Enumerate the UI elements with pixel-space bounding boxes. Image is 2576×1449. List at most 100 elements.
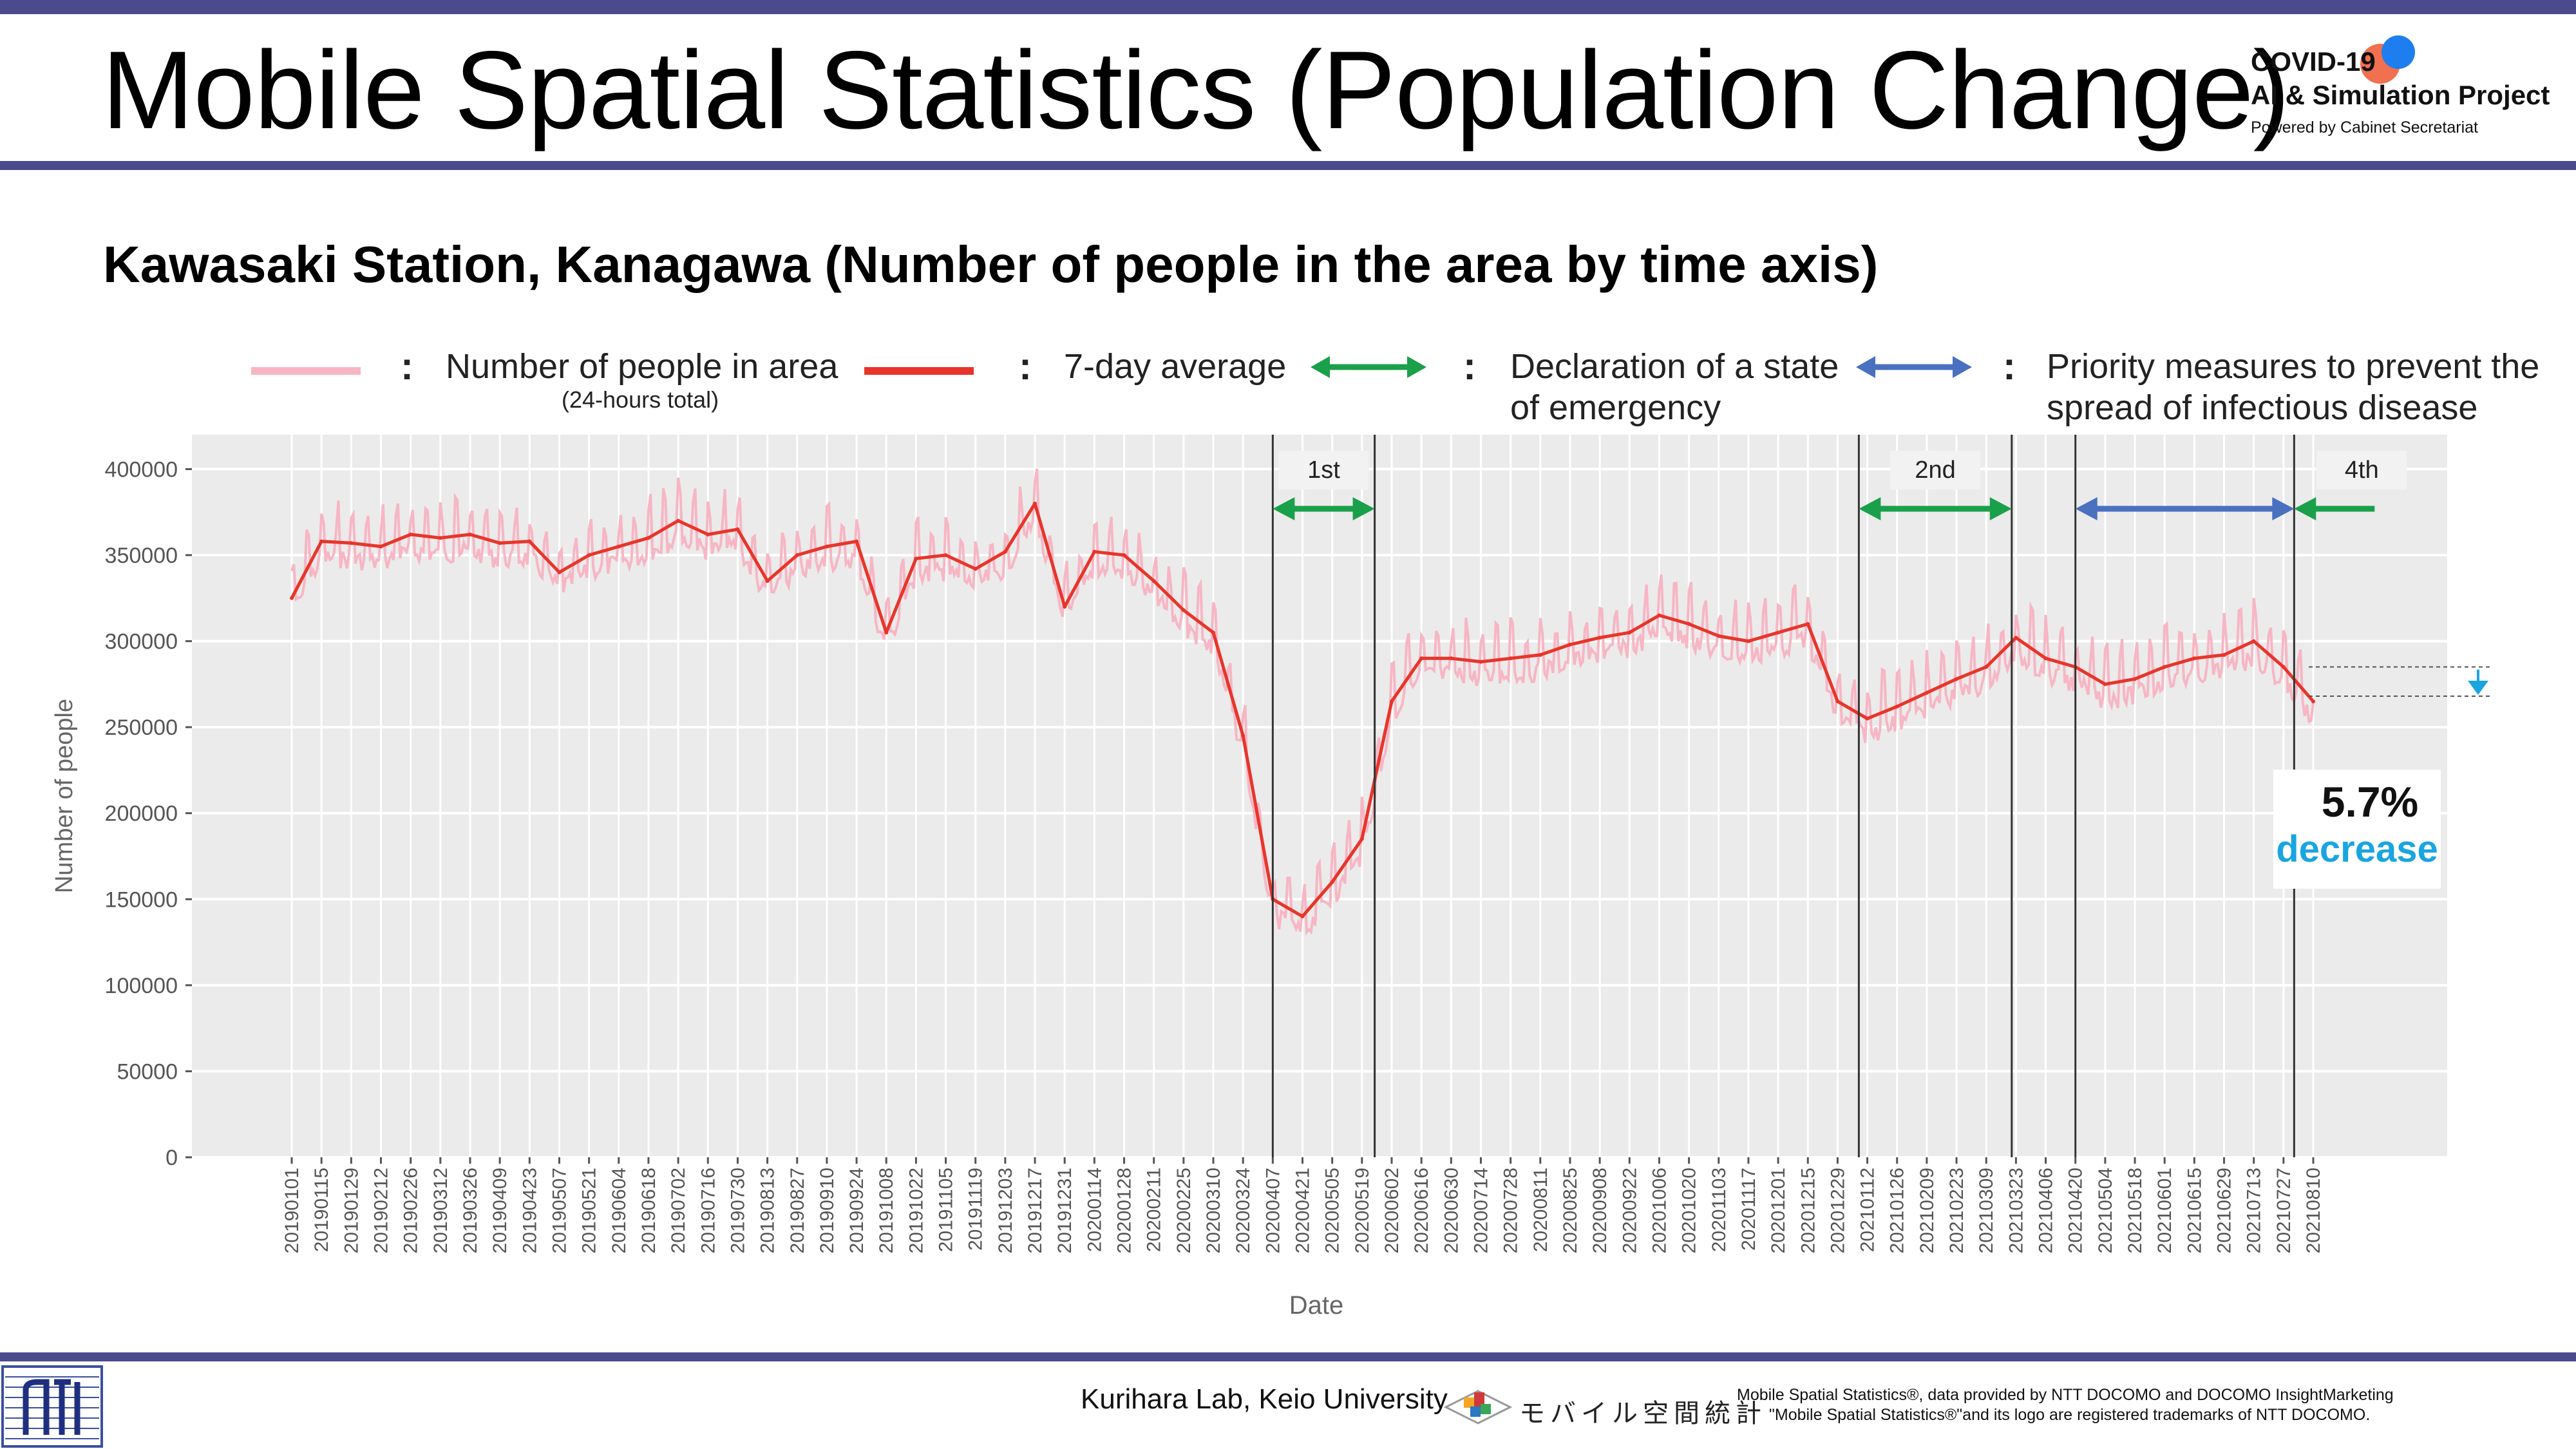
legend-label-emergency-1: Declaration of a state: [1510, 347, 1839, 386]
period-label-box: [2316, 451, 2407, 489]
average-point: [2103, 682, 2107, 687]
average-point: [616, 544, 621, 549]
x-tick-label: 20190312: [430, 1168, 451, 1253]
x-tick-label: 20200728: [1501, 1168, 1522, 1253]
decrease-value: 5.7%: [2322, 778, 2418, 826]
x-tick-label: 20200421: [1293, 1168, 1314, 1253]
x-tick-label: 20210713: [2244, 1168, 2265, 1253]
x-tick-label: 20190101: [281, 1168, 303, 1253]
x-tick-label: 20190604: [609, 1168, 630, 1253]
period-label-4th: 4th: [2345, 457, 2379, 484]
period-label-box: [1278, 451, 1369, 489]
average-point: [2281, 665, 2286, 669]
x-tick-label: 20200114: [1084, 1168, 1105, 1252]
legend-arrow-emergency: [1311, 356, 1426, 378]
average-point: [765, 579, 770, 583]
x-tick-label: 20200128: [1114, 1168, 1135, 1253]
average-point: [1984, 665, 1989, 669]
average-point: [1895, 705, 1899, 709]
project-brand: COVID-19 AI & Simulation Project Powered…: [2251, 35, 2560, 148]
x-tick-label: 20200811: [1530, 1168, 1551, 1252]
average-point: [319, 539, 324, 544]
average-point: [2014, 636, 2018, 640]
average-point: [855, 539, 859, 544]
legend-colon: :: [1019, 345, 1032, 388]
x-tick-label: 20200324: [1233, 1168, 1254, 1253]
y-tick-label: 100000: [105, 974, 178, 998]
x-tick-label: 20210126: [1887, 1168, 1908, 1253]
average-point: [2222, 652, 2226, 657]
header-bottom-bar: [0, 161, 2576, 170]
x-tick-label: 20201103: [1709, 1168, 1730, 1252]
x-tick-label: 20190618: [638, 1168, 659, 1253]
priority-arrow-head-left: [2075, 497, 2098, 520]
average-point: [1449, 656, 1454, 661]
emergency-arrow-2nd-head-left: [1859, 497, 1881, 520]
average-point: [914, 556, 918, 561]
x-tick-label: 20200211: [1144, 1168, 1165, 1252]
average-point: [1508, 656, 1513, 661]
average-point: [1627, 630, 1632, 635]
average-point: [1033, 501, 1037, 506]
y-axis-label: Number of people: [51, 699, 78, 893]
x-tick-label: 20190521: [579, 1168, 600, 1253]
x-tick-label: 20200225: [1173, 1168, 1195, 1253]
x-tick-label: 20200519: [1352, 1168, 1373, 1253]
x-tick-label: 20210810: [2303, 1168, 2324, 1253]
x-tick-label: 20200505: [1322, 1168, 1343, 1253]
x-tick-label: 20190702: [668, 1168, 689, 1253]
y-tick-label: 300000: [105, 630, 178, 654]
decrease-box: [2273, 770, 2441, 889]
average-point: [1241, 734, 1245, 738]
legend-label-emergency-2: of emergency: [1510, 388, 1721, 427]
keio-lab-logo: [1, 1365, 103, 1448]
average-point: [824, 544, 829, 549]
chart-subtitle: Kawasaki Station, Kanagawa (Number of pe…: [103, 236, 1879, 293]
average-point: [527, 539, 532, 544]
x-tick-label: 20210601: [2154, 1168, 2175, 1253]
footer-note-2: "Mobile Spatial Statistics®"and its logo…: [1769, 1406, 2371, 1424]
decrease-arrow-head: [2468, 681, 2488, 696]
average-point: [1538, 652, 1542, 657]
average-point: [646, 536, 650, 540]
x-tick-label: 20201229: [1827, 1168, 1848, 1253]
average-point: [1716, 634, 1721, 638]
average-point: [468, 532, 472, 536]
x-tick-label: 20190129: [341, 1168, 362, 1253]
x-tick-label: 20200714: [1470, 1168, 1492, 1253]
average-point: [1776, 630, 1781, 635]
legend-label-daily-sub: (24-hours total): [562, 386, 719, 413]
x-tick-label: 20210406: [2036, 1168, 2057, 1253]
x-tick-label: 20190910: [817, 1168, 838, 1253]
average-point: [1598, 636, 1602, 640]
population-chart: 0 50000 100000 150000 200000 250000 300000 3500…: [51, 435, 2492, 1320]
average-point: [1687, 621, 1691, 626]
average-point: [557, 570, 562, 574]
x-tick-label: 20190423: [519, 1168, 540, 1253]
brand-logo-dot-blue: [2382, 35, 2415, 69]
average-point: [1211, 630, 1216, 635]
x-tick-label: 20210209: [1917, 1168, 1938, 1253]
y-tick-label: 200000: [105, 802, 178, 826]
emergency-arrow-1st-head-left: [1273, 497, 1295, 520]
x-tick-label: 20200825: [1560, 1168, 1581, 1253]
average-point: [498, 541, 502, 545]
x-tick-label: 20190326: [460, 1168, 481, 1253]
average-point: [1806, 621, 1810, 626]
x-tick-label: 20191008: [876, 1168, 897, 1253]
average-point: [1092, 549, 1097, 554]
average-point: [587, 553, 591, 557]
legend-arrow-priority: [1856, 356, 1972, 378]
average-point: [706, 532, 710, 536]
average-point: [1567, 642, 1572, 647]
x-tick-label: 20190115: [311, 1168, 332, 1252]
x-tick-label: 20210309: [1976, 1168, 1997, 1253]
average-point: [2311, 699, 2315, 704]
x-tick-label: 20210504: [2095, 1168, 2116, 1253]
average-point: [290, 596, 294, 600]
emergency-arrow-2nd-head-right: [1989, 497, 2012, 520]
average-point: [1955, 677, 1959, 681]
y-tick-label: 150000: [105, 887, 178, 912]
average-point: [884, 630, 889, 635]
average-point: [1122, 553, 1126, 557]
